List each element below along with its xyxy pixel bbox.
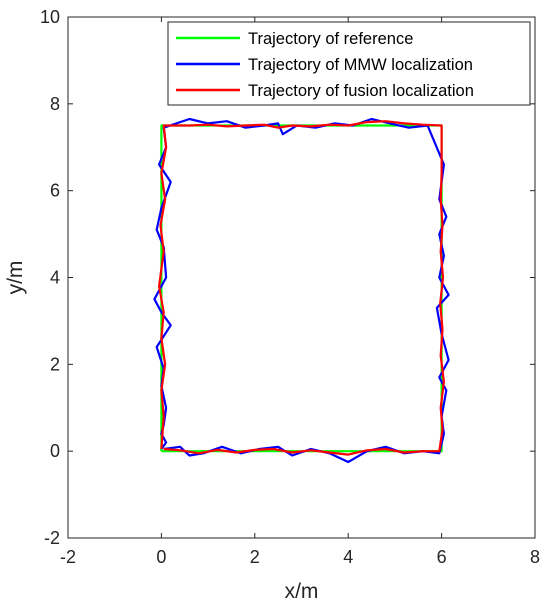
y-tick-label: 0 xyxy=(50,441,60,461)
x-tick-label: 6 xyxy=(437,547,447,567)
x-tick-label: 2 xyxy=(250,547,260,567)
y-tick-label: 2 xyxy=(50,354,60,374)
x-tick-label: 4 xyxy=(343,547,353,567)
legend: Trajectory of reference Trajectory of MMW… xyxy=(167,21,531,106)
y-tick-label: -2 xyxy=(44,528,60,548)
y-tick-label: 8 xyxy=(50,94,60,114)
y-tick-label: 4 xyxy=(50,268,60,288)
x-tick-label: 8 xyxy=(530,547,540,567)
x-tick-label: -2 xyxy=(60,547,76,567)
ticks-layer: -2 0 2 4 6 8 -2 0 2 4 6 8 10 xyxy=(40,7,540,567)
legend-entry-2: Trajectory of fusion localization xyxy=(248,82,474,100)
x-tick-label: 0 xyxy=(156,547,166,567)
series-layer xyxy=(153,117,450,464)
series-line-2 xyxy=(158,120,445,456)
series-line-1 xyxy=(153,117,450,464)
x-axis-label: x/m xyxy=(285,580,319,603)
y-axis-label: y/m xyxy=(4,261,27,295)
legend-entry-0: Trajectory of reference xyxy=(248,30,413,48)
y-tick-label: 10 xyxy=(40,7,60,27)
legend-entry-1: Trajectory of MMW localization xyxy=(248,56,473,74)
y-tick-label: 6 xyxy=(50,181,60,201)
